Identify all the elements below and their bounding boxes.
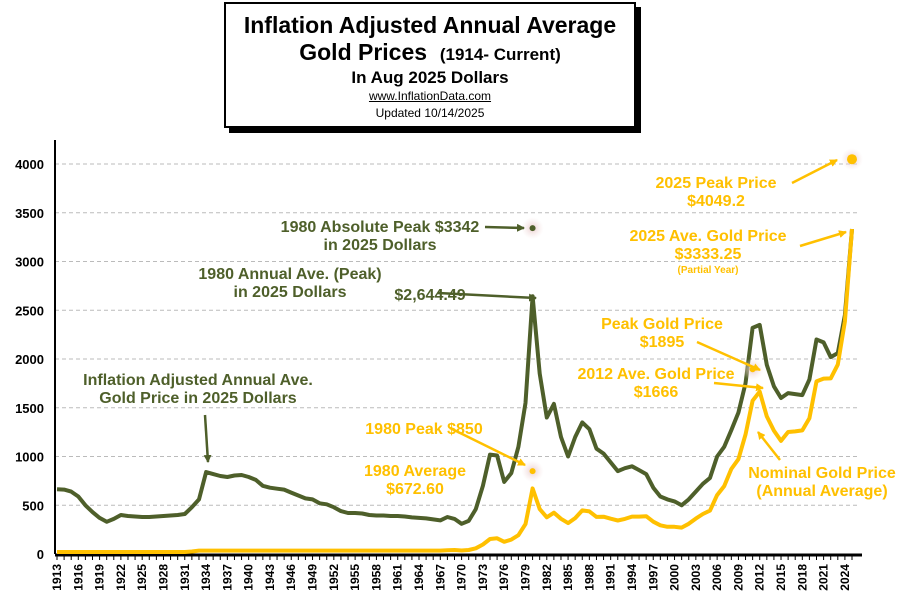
x-tick-label: 1985: [561, 564, 575, 591]
annotation-a9: Peak Gold Price $1895: [601, 316, 723, 351]
x-tick-label: 2006: [710, 564, 724, 591]
title-line-2: Gold Prices (1914- Current): [226, 39, 634, 68]
title-line-2-range: (1914- Current): [439, 45, 561, 64]
x-tick-label: 1925: [135, 564, 149, 591]
annotation-arrow: [713, 381, 764, 392]
point-peak_2025: [847, 154, 857, 165]
y-tick-label: 1000: [15, 450, 44, 465]
x-tick-label: 2024: [838, 564, 852, 591]
x-tick-label: 2009: [731, 564, 745, 591]
x-tick-label: 1934: [199, 564, 213, 591]
chart-title-box: Inflation Adjusted Annual Average Gold P…: [224, 2, 636, 128]
x-tick-label: 2003: [689, 564, 703, 591]
title-line-1: Inflation Adjusted Annual Average: [243, 12, 617, 38]
x-tick-label: 1994: [625, 564, 639, 591]
y-tick-label: 500: [22, 498, 44, 513]
annotation-a1: 1980 Absolute Peak $3342 in 2025 Dollars: [281, 219, 480, 254]
x-tick-label: 1961: [391, 564, 405, 591]
x-tick-label: 1997: [646, 564, 660, 591]
x-tick-label: 1937: [220, 564, 234, 591]
x-tick-label: 1916: [71, 564, 85, 591]
website-link[interactable]: www.InflationData.com: [368, 89, 492, 103]
annotation-a6: 1980 Average $672.60: [364, 463, 466, 498]
x-tick-label: 2021: [817, 564, 831, 591]
title-line-2-main: Gold Prices: [299, 39, 428, 65]
x-tick-label: 1943: [263, 564, 277, 591]
y-tick-label: 4000: [15, 157, 44, 172]
annotation-arrow: [437, 291, 537, 302]
point-abs_peak_1980: [529, 225, 536, 232]
annotation-a3: $2,644.49: [394, 287, 465, 304]
x-tick-label: 1964: [412, 564, 426, 591]
series-line-nominal: [57, 228, 854, 554]
annotation-a7: 2025 Peak Price $4049.2: [656, 175, 777, 210]
x-tick-label: 1991: [604, 564, 618, 591]
y-tick-label: 2500: [15, 303, 44, 318]
x-tick-label: 1952: [327, 564, 341, 591]
y-tick-label: 0: [37, 547, 44, 562]
annotation-a11: Nominal Gold Price (Annual Average): [748, 465, 896, 500]
x-tick-label: 1913: [50, 564, 64, 591]
x-tick-label: 2012: [753, 564, 767, 591]
x-tick-label: 1988: [582, 564, 596, 591]
annotation-arrow: [757, 431, 781, 461]
title-line-3: In Aug 2025 Dollars: [351, 68, 509, 87]
updated-date: Updated 10/14/2025: [375, 106, 485, 120]
x-tick-label: 2000: [668, 564, 682, 591]
x-tick-label: 1967: [433, 564, 447, 591]
y-tick-label: 1500: [15, 401, 44, 416]
x-tick-label: 1946: [284, 564, 298, 591]
x-tick-label: 2018: [795, 564, 809, 591]
x-tick-label: 1919: [93, 564, 107, 591]
x-tick-label: 1949: [306, 564, 320, 591]
x-tick-label: 1970: [455, 564, 469, 591]
y-tick-label: 3000: [15, 255, 44, 270]
annotation-a5: 1980 Peak $850: [365, 421, 483, 438]
y-tick-label: 2000: [15, 352, 44, 367]
x-tick-label: 1976: [497, 564, 511, 591]
annotation-arrow: [203, 414, 212, 463]
annotation-a8: 2025 Ave. Gold Price $3333.25: [629, 228, 786, 263]
x-tick-label: 1955: [348, 564, 362, 591]
series-line-real: [56, 228, 854, 526]
x-tick-label: 1958: [369, 564, 383, 591]
annotation-arrow: [799, 230, 847, 248]
x-tick-label: 1979: [518, 564, 532, 591]
y-tick-label: 3500: [15, 206, 44, 221]
annotation-a2: 1980 Annual Ave. (Peak) in 2025 Dollars: [198, 266, 381, 301]
annotation-arrow: [449, 426, 526, 467]
x-tick-label: 1928: [156, 564, 170, 591]
annotation-arrow: [696, 340, 761, 372]
x-tick-label: 1982: [540, 564, 554, 591]
annotation-a10: 2012 Ave. Gold Price $1666: [577, 366, 734, 401]
x-tick-label: 1973: [476, 564, 490, 591]
x-tick-label: 1940: [242, 564, 256, 591]
x-tick-label: 1922: [114, 564, 128, 591]
annotation-arrow: [791, 158, 838, 185]
annotation-arrow: [484, 223, 525, 232]
point-peak_1980_nominal: [529, 468, 536, 475]
x-tick-label: 2015: [774, 564, 788, 591]
annotation-a4: Inflation Adjusted Annual Ave. Gold Price…: [83, 372, 313, 407]
annotation-a8b: (Partial Year): [678, 265, 739, 276]
x-tick-label: 1931: [178, 564, 192, 591]
